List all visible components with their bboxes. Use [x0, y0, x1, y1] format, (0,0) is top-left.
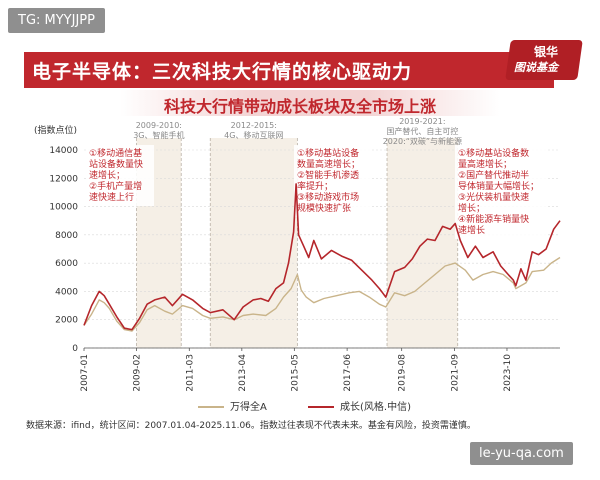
- brand-badge-line1: 银华: [534, 45, 559, 59]
- y-tick-label: 6000: [55, 259, 78, 269]
- y-axis-label: (指数点位): [34, 124, 77, 136]
- annotation-bg-2: [294, 145, 370, 217]
- era-band-label: 2009-2010:: [136, 121, 182, 130]
- annotation-text: 数量高速增长；: [297, 158, 360, 170]
- y-tick-label: 8000: [55, 231, 78, 241]
- annotation-text: ③移动游戏市场: [297, 191, 359, 203]
- title-banner: [24, 52, 554, 88]
- era-band-2: [210, 138, 298, 348]
- watermark-top-left: TG: MYYJJPP: [8, 8, 105, 33]
- y-tick-label: 0: [72, 344, 78, 354]
- annotation-text: ②智能手机渗透: [297, 169, 359, 181]
- annotation-text: ①移动基站设备数: [458, 147, 529, 159]
- brand-badge-line2: 图说基金: [514, 61, 558, 74]
- annotation-text: ②手机产量增: [89, 180, 142, 192]
- y-tick-label: 4000: [55, 287, 78, 297]
- footnote: 数据来源：ifind，统计区间：2007.01.04-2025.11.06。指数…: [26, 421, 476, 431]
- annotation-text: ①移动通信基: [89, 147, 142, 159]
- x-tick-label: 2021-09: [450, 354, 460, 392]
- x-tick-label: 2011-03: [185, 354, 195, 392]
- x-tick-label: 2017-06: [343, 354, 353, 392]
- annotation-text: 规模快速扩张: [297, 202, 351, 214]
- annotation-text: ①移动基站设备: [297, 147, 359, 159]
- annotation-bg-3: [455, 145, 547, 239]
- y-tick-label: 2000: [55, 316, 78, 326]
- legend-swatch-wande: [198, 406, 224, 408]
- series-line-growth: [83, 183, 561, 331]
- x-tick-label: 2015-05: [290, 354, 300, 392]
- x-tick-label: 2007-01: [80, 354, 90, 392]
- era-band-sublabel: 国产替代、自主可控: [386, 126, 458, 136]
- annotation-text: 率提升；: [297, 180, 333, 192]
- annotation-text: 站设备数量快: [89, 158, 143, 170]
- watermark-bottom-right: le-yu-qa.com: [470, 442, 573, 465]
- annotation-text: ③光伏装机量快速: [458, 191, 529, 203]
- series-line-wande: [83, 256, 561, 332]
- annotation-text: 速增长: [458, 224, 485, 236]
- era-band-label: 2019-2021:: [399, 117, 445, 126]
- legend-swatch-growth: [308, 406, 334, 408]
- y-tick-label: 14000: [49, 146, 78, 156]
- x-tick-label: 2023-10: [503, 354, 513, 392]
- annotation-text: 导体销量大幅增长；: [458, 180, 539, 192]
- legend-label-wande: 万得全A: [230, 402, 267, 413]
- annotation-text: ④新能源车销量快: [458, 213, 529, 225]
- x-tick-label: 2009-02: [133, 354, 143, 392]
- chart-title-band: [120, 90, 500, 116]
- legend-item-growth: 成长(风格.中信): [308, 398, 411, 413]
- annotation-text: 速增长；: [89, 169, 125, 181]
- page-title: 电子半导体：三次科技大行情的核心驱动力: [32, 61, 413, 83]
- series-lines: [83, 183, 561, 332]
- x-tick-label: 2019-08: [398, 354, 408, 392]
- annotation-text: ②国产替代推动半: [458, 169, 529, 181]
- y-tick-label: 10000: [49, 203, 78, 213]
- axes: 0 2000 4000 6000 8000 10000 12000 14000 (指数点位) 20…: [34, 124, 560, 392]
- legend-label-growth: 成长(风格.中信): [340, 402, 411, 413]
- era-band-sublabel: 2020:“双碳”与新能源: [383, 136, 462, 146]
- era-band-label: 2012-2015:: [231, 121, 277, 130]
- annotation-bg-1: [86, 145, 154, 206]
- era-band-sublabel: 4G、移动互联网: [224, 130, 283, 140]
- annotation-text: 速快速上行: [89, 191, 134, 203]
- legend-item-wande: 万得全A: [198, 398, 267, 413]
- x-tick-label: 2013-04: [238, 354, 248, 392]
- y-tick-label: 12000: [49, 174, 78, 184]
- annotation-text: 增长；: [458, 202, 485, 214]
- chart-title: 科技大行情带动成长板块及全市场上涨: [163, 97, 436, 116]
- annotation-text: 量高速增长；: [458, 158, 512, 170]
- era-band-sublabel: 3G、智能手机: [133, 130, 184, 140]
